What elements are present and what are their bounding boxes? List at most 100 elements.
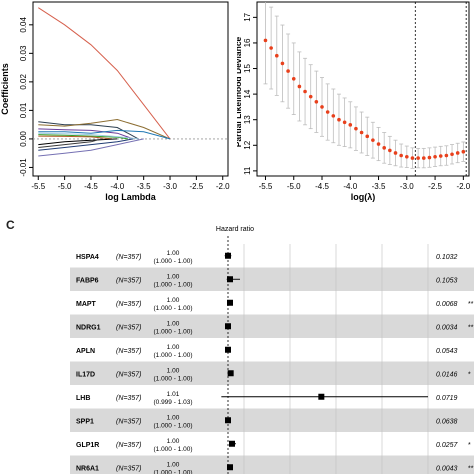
coefficient-path-6 — [38, 134, 128, 140]
deviance-point — [291, 76, 296, 81]
gene-label: GLP1R — [76, 442, 99, 449]
y-tick-label: 0.04 — [19, 16, 28, 32]
row-shade — [70, 314, 474, 338]
cv-deviance-plot: -5.5 -5.0 -4.5 -4.0 -3.5 -3.0 -2.5 -2.0 11 12 13 14… — [237, 1, 471, 202]
y-tick-label: 12 — [243, 140, 252, 149]
n-label: (N=357) — [116, 442, 141, 449]
p-value: 0.0068 — [436, 301, 458, 308]
x-tick-label: -5.5 — [259, 182, 273, 191]
hr-ci: (1.000 - 1.00) — [153, 305, 192, 312]
hr-ci: (1.000 - 1.00) — [153, 469, 192, 474]
gene-label: APLN — [76, 348, 95, 355]
x-tick-label: -2.0 — [216, 182, 230, 191]
significance-stars: ** — [468, 301, 474, 308]
deviance-point — [342, 120, 347, 125]
coefficient-path-7 — [38, 135, 113, 140]
deviance-point — [314, 99, 319, 104]
n-label: (N=357) — [116, 324, 141, 331]
coefficient-path-2 — [38, 121, 139, 140]
hr-ci: (0.999 - 1.03) — [153, 399, 192, 406]
gene-label: SPP1 — [76, 418, 94, 425]
deviance-point — [325, 110, 330, 114]
forest-row: HSPA4 (N=357) 1.00(1.000 - 1.00) 0.1032 — [76, 250, 458, 265]
p-value: 0.1053 — [436, 277, 458, 284]
y-tick-label: 0.02 — [19, 74, 28, 90]
hr-ci: (1.000 - 1.00) — [153, 375, 192, 382]
deviance-point — [461, 149, 466, 154]
forest-row: MAPT (N=357) 1.00(1.000 - 1.00) 0.0068 ** — [76, 297, 474, 312]
x-axis-label: log(λ) — [351, 192, 376, 202]
deviance-point — [376, 142, 381, 146]
forest-row: GLP1R (N=357) 1.00(1.000 - 1.00) 0.0257 * — [76, 438, 471, 453]
x-tick-label: -3.0 — [163, 182, 177, 191]
p-value: 0.0257 — [436, 442, 459, 449]
coefficient-path-10 — [38, 138, 144, 157]
row-shade — [70, 361, 474, 385]
deviance-point — [354, 126, 358, 131]
row-shade — [70, 408, 474, 432]
x-tick-label: -4.0 — [343, 182, 357, 191]
forest-row: FABP6 (N=357) 1.00(1.000 - 1.00) 0.1053 — [76, 273, 458, 288]
hr-ci: (1.000 - 1.00) — [153, 352, 192, 359]
hr-marker — [229, 440, 235, 447]
deviance-point — [399, 153, 403, 158]
y-tick-label: 14 — [243, 89, 252, 98]
y-tick-label: 11 — [243, 166, 252, 175]
n-label: (N=357) — [116, 395, 141, 402]
significance-stars: ** — [468, 324, 474, 331]
hr-ci: (1.000 - 1.00) — [153, 446, 192, 453]
y-tick-label: 0.00 — [19, 131, 28, 147]
y-tick-label: 17 — [243, 12, 252, 21]
n-label: (N=357) — [116, 301, 141, 308]
hr-value: 1.00 — [167, 344, 180, 351]
p-value: 0.0034 — [436, 324, 458, 331]
hr-value: 1.01 — [167, 391, 180, 398]
deviance-point — [337, 117, 341, 122]
deviance-point — [455, 151, 460, 155]
n-label: (N=357) — [116, 371, 141, 378]
n-label: (N=357) — [116, 277, 141, 284]
hr-value: 1.00 — [167, 438, 180, 445]
hr-value: 1.00 — [167, 250, 180, 257]
deviance-point — [438, 154, 443, 158]
hr-marker — [227, 299, 233, 306]
x-axis-label: log Lambda — [105, 192, 156, 202]
gene-label: FABP6 — [76, 277, 99, 284]
x-tick-label: -3.0 — [400, 182, 414, 191]
forest-row: NDRG1 (N=357) 1.00(1.000 - 1.00) 0.0034 ** — [76, 320, 474, 335]
hr-value: 1.00 — [167, 320, 180, 327]
deviance-point — [365, 134, 370, 139]
y-tick-label: -0.01 — [19, 158, 28, 177]
plot-b-frame — [256, 1, 470, 177]
deviance-point — [382, 146, 386, 150]
deviance-point — [433, 155, 437, 159]
y-tick-label: 15 — [243, 64, 252, 73]
y-tick-label: 16 — [243, 38, 252, 47]
deviance-point — [405, 155, 409, 159]
coefficient-path-1 — [38, 7, 171, 140]
row-shade — [70, 267, 474, 291]
x-tick-label: -5.5 — [31, 182, 45, 191]
deviance-point — [269, 46, 273, 50]
deviance-point — [297, 84, 302, 89]
hr-marker — [225, 252, 231, 259]
coefficient-path-plot: -5.5 -5.0 -4.5 -4.0 -3.5 -3.0 -2.5 -2.0 -0.01 0.0… — [0, 1, 230, 202]
hr-marker — [225, 417, 231, 424]
n-label: (N=357) — [116, 348, 141, 355]
coefficient-path-4 — [38, 128, 134, 140]
forest-plot: Hazard ratio HSPA4 (N=357)1.00(1.000 - 1.… — [70, 226, 474, 474]
coefficient-path-5 — [38, 129, 171, 140]
n-label: (N=357) — [116, 418, 141, 425]
hr-value: 1.00 — [167, 273, 180, 280]
hr-ci: (1.000 - 1.00) — [153, 328, 192, 335]
hr-value: 1.00 — [167, 297, 180, 304]
x-tick-label: -3.5 — [137, 182, 151, 191]
panel-label-c: C — [6, 218, 15, 232]
coefficient-path-8 — [38, 138, 118, 146]
p-value: 0.1032 — [436, 254, 458, 261]
deviance-point — [274, 53, 279, 58]
x-tick-label: -4.5 — [315, 182, 329, 191]
deviance-point — [416, 156, 420, 160]
forest-row: IL17D (N=357) 1.00(1.000 - 1.00) 0.0146 * — [76, 367, 471, 382]
deviance-point — [393, 151, 398, 155]
